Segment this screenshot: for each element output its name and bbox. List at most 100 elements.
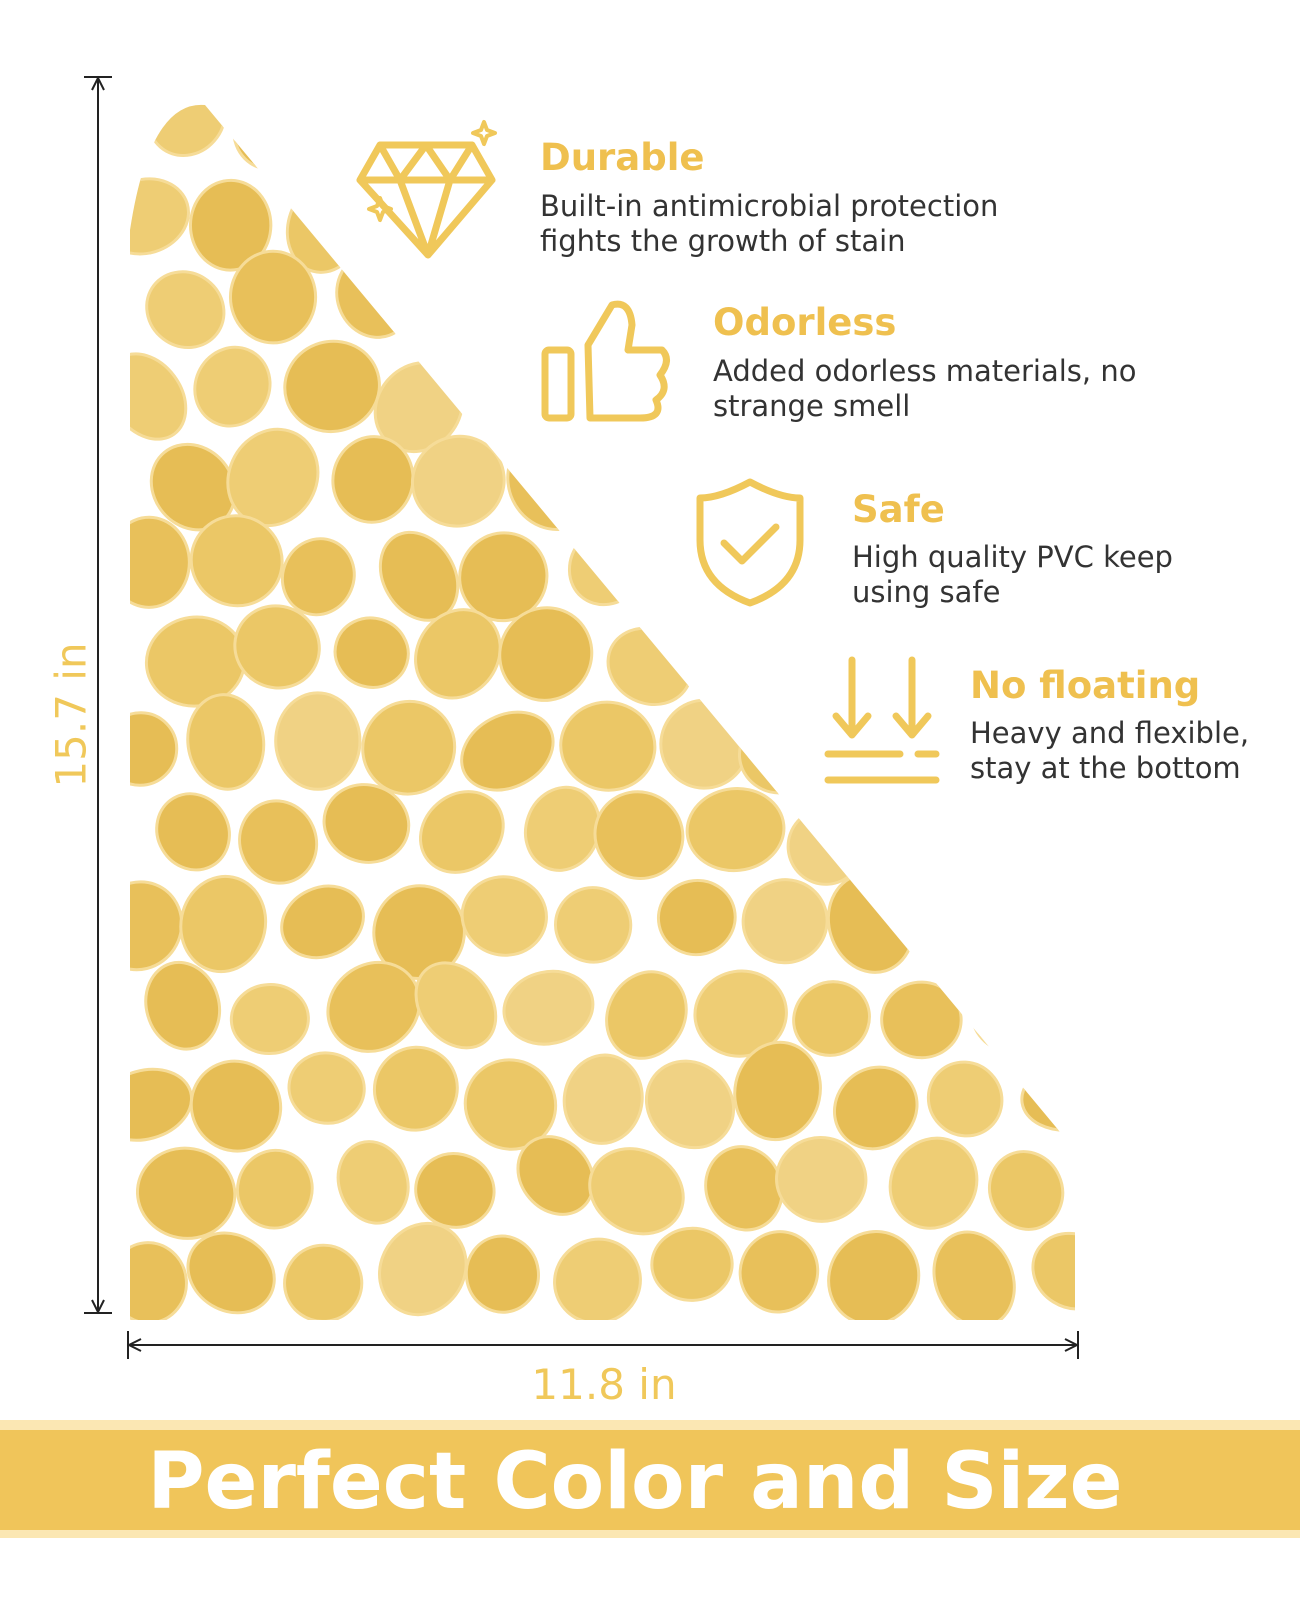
feature-title: Safe	[852, 488, 945, 531]
pebble	[1023, 889, 1075, 968]
features: Durable Built-in antimicrobial protectio…	[540, 136, 1249, 785]
feature-title: No floating	[970, 664, 1200, 707]
pebble	[693, 969, 788, 1058]
pebble	[1018, 182, 1075, 271]
pebble	[189, 1059, 283, 1153]
shield-icon	[696, 478, 804, 607]
pebble	[283, 1243, 364, 1320]
feature-desc: using safe	[852, 575, 1000, 609]
pebble	[888, 1136, 979, 1230]
feature-title: Durable	[540, 136, 705, 179]
pebble	[361, 699, 457, 796]
pebble	[418, 790, 505, 874]
pebble	[333, 616, 410, 689]
pebble	[130, 515, 191, 609]
pebble	[402, 256, 502, 355]
pebble	[554, 886, 633, 964]
pebble	[792, 980, 871, 1057]
feature-desc: Heavy and flexible,	[970, 716, 1249, 750]
pebble	[189, 514, 284, 608]
banner-title: Perfect Color and Size	[147, 1437, 1122, 1527]
banner-stripe	[0, 1420, 1300, 1430]
pebble	[414, 961, 498, 1050]
pebble	[144, 960, 222, 1051]
pebble	[567, 524, 649, 607]
pebble	[498, 606, 594, 702]
pebble	[979, 259, 1064, 353]
pebble	[926, 1060, 1004, 1138]
pebble	[280, 537, 356, 617]
pebble	[186, 693, 266, 791]
pebble	[737, 713, 823, 795]
height-label: 15.7 in	[47, 642, 96, 787]
pebble	[460, 710, 555, 792]
pebble	[283, 339, 381, 434]
pebble	[145, 270, 226, 349]
pebble	[880, 980, 963, 1060]
pebble	[378, 1221, 468, 1317]
pebble	[1020, 1059, 1075, 1132]
diamond-icon	[356, 120, 497, 259]
pebble	[559, 700, 657, 792]
pebble	[416, 104, 516, 177]
width-label: 11.8 in	[531, 1360, 676, 1409]
feature-desc: stay at the bottom	[970, 751, 1241, 785]
pebble	[193, 345, 272, 428]
pebble	[130, 352, 188, 441]
pebble	[147, 104, 227, 157]
pebble	[1031, 1231, 1075, 1311]
dimension-lines	[84, 75, 1080, 1359]
pebble	[336, 1140, 410, 1225]
pebble	[238, 799, 319, 885]
thumbs-up-icon	[541, 300, 670, 422]
pebble	[179, 874, 268, 974]
pebble	[656, 878, 737, 957]
pebble	[970, 978, 1058, 1055]
pebble	[685, 787, 786, 873]
pebble	[229, 983, 310, 1055]
pebble	[233, 604, 321, 690]
pebble	[981, 104, 1061, 170]
banner	[0, 1430, 1300, 1530]
pebble	[650, 1226, 734, 1302]
pebble	[827, 1229, 921, 1320]
pebble	[410, 434, 506, 528]
pebble	[130, 711, 179, 787]
pebble	[601, 429, 696, 519]
pebble	[644, 1059, 736, 1150]
pebble	[228, 249, 318, 345]
pebble	[877, 794, 960, 878]
pebble	[274, 691, 362, 791]
pebble	[968, 795, 1062, 888]
feature-desc: strange smell	[713, 389, 910, 423]
pebble	[885, 104, 967, 184]
pebble	[460, 875, 548, 957]
pebble	[135, 1146, 237, 1240]
pebble	[464, 1234, 540, 1314]
feature-desc: Built-in antimicrobial protection	[540, 189, 998, 223]
pebble	[775, 1136, 868, 1223]
pebble	[188, 178, 273, 272]
pebble	[322, 783, 411, 864]
pebble	[232, 104, 321, 171]
pebble	[593, 790, 685, 880]
pebble	[741, 878, 829, 965]
pebble	[923, 870, 1002, 960]
feature-desc: fights the growth of stain	[540, 224, 906, 258]
pebble	[414, 1152, 496, 1229]
pebble	[130, 880, 184, 972]
pebble	[130, 1241, 188, 1320]
pebble	[558, 364, 638, 441]
pebble	[553, 1237, 642, 1320]
pebble	[932, 1230, 1016, 1320]
pebble	[832, 1065, 919, 1151]
pebble	[463, 347, 541, 422]
pebble	[973, 431, 1067, 530]
pebble	[502, 969, 595, 1046]
pebble	[738, 1230, 820, 1314]
pebble	[733, 1040, 822, 1142]
pebble	[372, 1045, 459, 1132]
pebble	[155, 792, 231, 872]
pebble	[790, 104, 875, 166]
